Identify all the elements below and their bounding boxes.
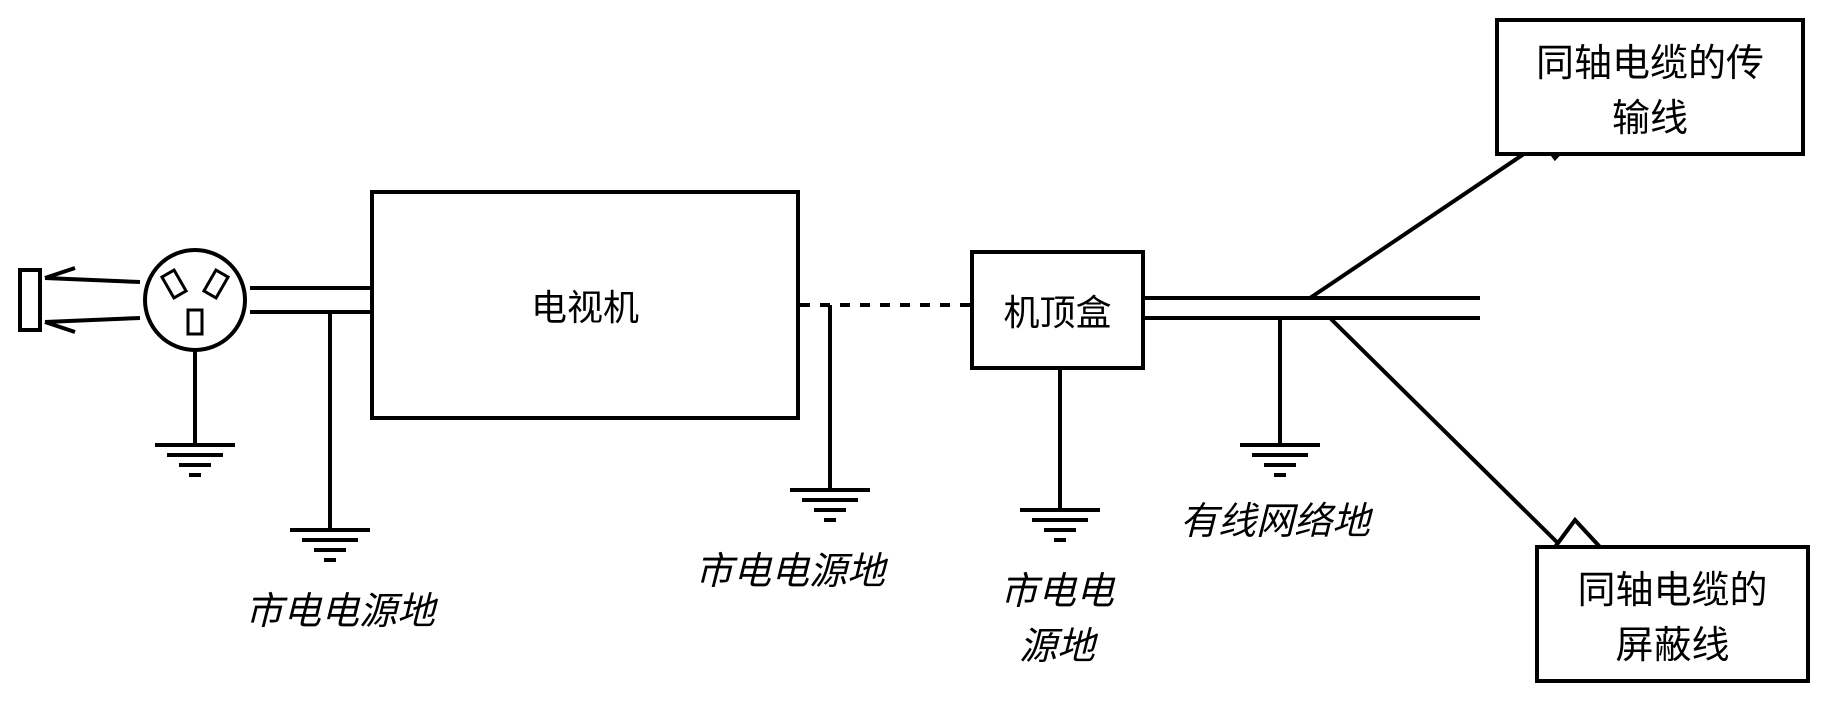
callout-shield-line1: 同轴电缆的 (1559, 559, 1786, 614)
stb-box: 机顶盒 (970, 250, 1145, 370)
callout-coax-transmission: 同轴电缆的传 输线 (1495, 18, 1805, 156)
ground-label-mains-2: 市电电源地 (695, 540, 885, 595)
tv-label: 电视机 (531, 279, 639, 331)
ground-label-mains-1: 市电电源地 (245, 580, 435, 635)
callout-coax-shield: 同轴电缆的 屏蔽线 (1535, 545, 1810, 683)
callout-trans-line1: 同轴电缆的传 (1519, 32, 1781, 87)
callout-trans-line2: 输线 (1519, 87, 1781, 142)
ground-label-mains-3: 市电电 源地 (1000, 560, 1114, 670)
ground-label-network: 有线网络地 (1180, 490, 1370, 545)
block-diagram: 电视机 机顶盒 同轴电缆的传 输线 同轴电缆的 屏蔽线 市电电源地 市电电源地 … (0, 0, 1831, 705)
tv-box: 电视机 (370, 190, 800, 420)
callout-shield-line2: 屏蔽线 (1559, 614, 1786, 669)
stb-label: 机顶盒 (1003, 284, 1111, 336)
